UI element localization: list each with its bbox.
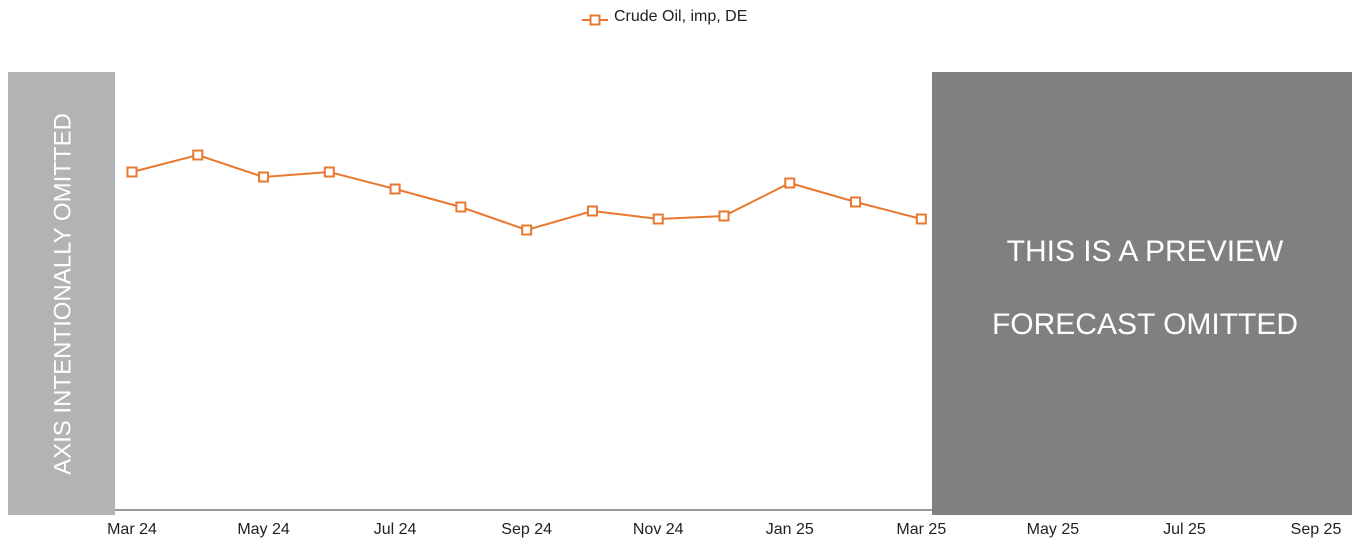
point-marker <box>192 149 204 161</box>
point-marker <box>389 183 401 195</box>
axis-overlay-text: AXIS INTENTIONALLY OMITTED <box>49 113 76 475</box>
point-marker <box>455 201 467 213</box>
x-tick-label: Sep 24 <box>501 521 552 538</box>
x-tick-label: Jan 25 <box>766 521 814 538</box>
point-marker <box>521 224 533 236</box>
x-tick-label: Jul 25 <box>1163 521 1206 538</box>
series-line <box>131 153 922 232</box>
preview-text: THIS IS A PREVIEW <box>1007 235 1284 268</box>
point-marker <box>258 171 270 183</box>
forecast-text: FORECAST OMITTED <box>992 308 1298 341</box>
legend-marker <box>589 14 601 26</box>
x-tick-label: Nov 24 <box>633 521 684 538</box>
x-tick-label: May 24 <box>237 521 290 538</box>
point-marker <box>850 196 862 208</box>
point-marker <box>652 213 664 225</box>
x-tick-label: Mar 24 <box>107 521 157 538</box>
x-tick-label: May 25 <box>1027 521 1080 538</box>
legend-label: Crude Oil, imp, DE <box>614 8 747 25</box>
plot-area <box>126 149 927 236</box>
point-marker <box>586 205 598 217</box>
axis-overlay <box>8 72 115 515</box>
forecast-overlay <box>932 72 1352 515</box>
x-tick-label: Jul 24 <box>374 521 417 538</box>
point-marker <box>718 210 730 222</box>
point-marker <box>323 166 335 178</box>
x-tick-label: Mar 25 <box>896 521 946 538</box>
point-marker <box>915 213 927 225</box>
x-tick-label: Sep 25 <box>1291 521 1342 538</box>
legend: Crude Oil, imp, DE <box>582 8 747 26</box>
point-marker <box>784 177 796 189</box>
point-marker <box>126 166 138 178</box>
